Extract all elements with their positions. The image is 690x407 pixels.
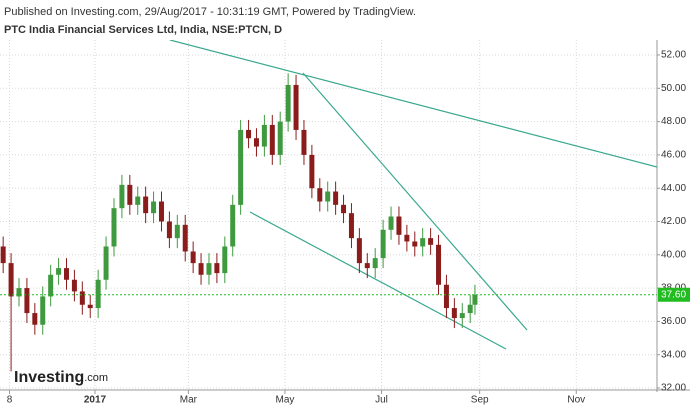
y-tick-label: 44.00 [661,183,686,194]
candle-body [412,241,418,247]
chart-title: PTC India Financial Services Ltd, India,… [4,24,282,36]
x-tick-label: May [276,395,295,406]
last-price-box [658,287,690,302]
candle-body [230,204,236,247]
candle-body [190,251,196,264]
candle-body [443,284,449,309]
logo-text: Investing [14,369,84,386]
candle-body [333,191,339,205]
candle-body [238,129,244,205]
candle-body [269,124,275,155]
y-tick-label: 52.00 [661,50,686,61]
candle-body [56,268,62,275]
x-tick-label: Mar [180,395,198,406]
y-tick-label: 42.00 [661,216,686,227]
candle-body [48,274,54,297]
candle-body [364,263,370,269]
y-tick-label: 32.00 [661,383,686,394]
x-tick-label: Jul [375,395,388,406]
candle-body [166,221,172,239]
candle-body [372,258,378,269]
candle-body [277,121,283,155]
candle-body [459,313,465,319]
candle-body [24,288,30,314]
candle-body [40,296,46,325]
candle-body [63,268,69,280]
candle-body [151,201,157,214]
candle-body [301,129,307,155]
candle-body [127,184,133,205]
x-tick-label: Sep [471,395,489,406]
y-tick-label: 40.00 [661,249,686,260]
candle-body [428,238,434,245]
trend-line [302,72,528,331]
candle-body [356,238,362,264]
candle-body [467,304,473,314]
candle-body [95,279,101,309]
candle-body [317,188,323,202]
candle-body [198,263,204,275]
candle-body [472,294,478,305]
candle-body [222,246,228,274]
y-tick-label: 34.00 [661,349,686,360]
candle-body [253,138,259,147]
candle-body [79,291,85,305]
y-tick-label: 50.00 [661,83,686,94]
grid [0,40,657,390]
candle-body [388,216,394,230]
candle-body [103,246,109,280]
trend-line [169,40,657,168]
x-tick-label: 8 [7,395,13,406]
candle-body [451,308,457,319]
x-tick-label: Nov [567,395,585,406]
logo: Investing.com [14,369,108,386]
candle-body [32,313,38,325]
y-tick-label: 36.00 [661,316,686,327]
header: Published on Investing.com, 29/Aug/2017 … [4,6,416,18]
candle-body [380,229,386,259]
candle-body [174,224,180,239]
candle-body [135,196,141,205]
last-price-label: 37.60 [661,289,686,300]
candle-body [261,124,267,147]
candle-body [87,304,93,309]
x-tick-label: 2017 [84,395,107,406]
candle-body [111,208,117,247]
candle-body [119,184,125,209]
candle-body [246,129,252,139]
candle-body [8,263,14,297]
candle-body [436,244,442,285]
candle-body [143,196,149,214]
y-tick-label: 48.00 [661,116,686,127]
candle-body [0,246,6,264]
candle-body [325,191,331,202]
candle-body [71,279,77,292]
candle-body [182,224,188,252]
axes: 32.0034.0036.0038.0040.0042.0044.0046.00… [7,50,690,406]
candle-body [214,263,220,274]
candle-body [309,154,315,189]
candle-body [420,238,426,247]
candle-body [404,234,410,242]
logo-suffix: .com [84,372,108,384]
candle-body [206,263,212,275]
candle-body [293,84,299,130]
candles [0,73,657,372]
trend-line [249,211,507,350]
y-tick-label: 46.00 [661,150,686,161]
drawings [169,40,657,350]
candle-body [396,216,402,235]
candle-body [16,288,22,297]
candle-body [348,213,354,239]
candle-body [285,84,291,122]
candle-body [341,204,347,214]
candle-body [158,201,164,222]
